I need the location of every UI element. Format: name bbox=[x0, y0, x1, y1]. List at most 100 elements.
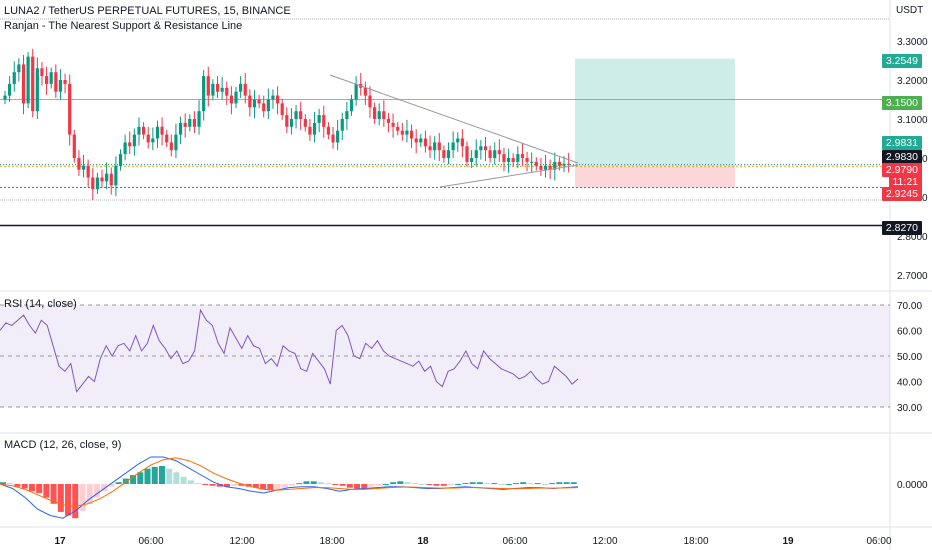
candle bbox=[12, 72, 16, 84]
time-tick: 12:00 bbox=[229, 536, 254, 547]
time-tick: 18 bbox=[417, 536, 429, 547]
candle bbox=[400, 130, 404, 135]
macd-histogram-bar bbox=[158, 466, 165, 484]
candle bbox=[557, 161, 561, 166]
stop-loss-zone bbox=[575, 166, 735, 188]
candle bbox=[77, 158, 81, 170]
candle bbox=[345, 111, 349, 119]
macd-histogram-bar bbox=[180, 476, 187, 484]
macd-histogram-bar bbox=[14, 484, 21, 487]
candle bbox=[382, 111, 386, 119]
candle bbox=[474, 150, 478, 158]
macd-histogram-bar bbox=[556, 482, 563, 484]
candle bbox=[243, 83, 247, 96]
indicator-label[interactable]: Ranjan - The Nearest Support & Resistanc… bbox=[4, 20, 243, 32]
candle bbox=[109, 173, 113, 186]
rsi-tick: 30.00 bbox=[897, 403, 922, 414]
candle bbox=[40, 68, 44, 77]
candle bbox=[3, 95, 7, 100]
macd-histogram-bar bbox=[534, 483, 541, 485]
price-tick: 3.2000 bbox=[897, 76, 928, 87]
rsi-label[interactable]: RSI (14, close) bbox=[4, 298, 77, 310]
candle bbox=[336, 130, 340, 143]
macd-histogram-bar bbox=[397, 481, 404, 484]
macd-histogram-bar bbox=[108, 484, 115, 487]
currency-label: USDT bbox=[896, 5, 924, 16]
candle bbox=[183, 122, 187, 127]
candle bbox=[289, 119, 294, 127]
macd-histogram-bar bbox=[339, 484, 346, 486]
macd-label[interactable]: MACD (12, 26, close, 9) bbox=[4, 439, 122, 451]
candle bbox=[17, 64, 21, 73]
chart-title[interactable]: LUNA2 / TetherUS PERPETUAL FUTURES, 15, … bbox=[4, 5, 291, 17]
candle bbox=[160, 126, 164, 135]
candle bbox=[525, 158, 529, 162]
candle bbox=[488, 150, 492, 158]
candle bbox=[567, 163, 571, 165]
macd-histogram-bar bbox=[50, 484, 57, 504]
candle bbox=[493, 150, 497, 158]
macd-histogram-bar bbox=[245, 484, 252, 487]
trend-line-upper bbox=[329, 74, 579, 164]
macd-histogram-bar bbox=[267, 484, 274, 491]
macd-histogram-bar bbox=[238, 484, 245, 486]
macd-histogram-bar bbox=[484, 483, 491, 485]
time-tick: 12:00 bbox=[592, 536, 617, 547]
candle bbox=[202, 76, 206, 112]
candle bbox=[451, 142, 455, 151]
candle bbox=[299, 111, 303, 119]
macd-histogram-bar bbox=[498, 484, 505, 485]
candle bbox=[100, 177, 104, 182]
candle bbox=[437, 142, 441, 151]
candle bbox=[8, 83, 12, 96]
macd-histogram-bar bbox=[541, 484, 548, 485]
candle bbox=[86, 165, 90, 178]
candle bbox=[419, 138, 423, 143]
candle bbox=[285, 115, 289, 127]
candle bbox=[548, 165, 552, 170]
candle bbox=[155, 126, 160, 139]
support-tag: 2.8270 bbox=[881, 221, 922, 235]
time-axis: 17 06:00 12:00 18:00 18 06:00 12:00 18:00 19 06:0… bbox=[54, 536, 892, 547]
macd-histogram-bar bbox=[260, 484, 267, 490]
macd-histogram-bar bbox=[419, 484, 426, 485]
time-tick: 06:00 bbox=[502, 536, 527, 547]
candle bbox=[483, 146, 488, 151]
high-mark-tag: 2.9831 bbox=[881, 136, 922, 150]
candle bbox=[81, 165, 86, 170]
candle bbox=[21, 64, 26, 104]
candle bbox=[423, 138, 428, 147]
candle bbox=[456, 138, 460, 143]
candle bbox=[220, 87, 224, 92]
macd-histogram-bar bbox=[520, 482, 527, 484]
candle bbox=[35, 68, 39, 112]
candle bbox=[229, 95, 233, 104]
time-tick: 18:00 bbox=[319, 536, 344, 547]
candle bbox=[58, 80, 63, 92]
candle bbox=[391, 122, 395, 127]
time-tick: 17 bbox=[54, 536, 66, 547]
resistance-tag: 3.1500 bbox=[881, 96, 922, 110]
candle bbox=[460, 138, 464, 147]
candle bbox=[248, 95, 252, 108]
macd-histogram-bar bbox=[72, 484, 79, 519]
candle bbox=[539, 165, 543, 170]
macd-histogram-bar bbox=[43, 484, 50, 498]
macd-histogram-bar bbox=[476, 482, 483, 484]
candle bbox=[54, 72, 58, 92]
macd-histogram-bar bbox=[549, 483, 556, 485]
macd-histogram-bar bbox=[93, 484, 100, 498]
candle bbox=[239, 83, 243, 92]
macd-histogram-bar bbox=[310, 481, 317, 484]
candle bbox=[105, 173, 109, 182]
macd-histogram-bar bbox=[21, 484, 28, 489]
candle bbox=[465, 146, 469, 162]
candle bbox=[26, 56, 30, 104]
candle bbox=[470, 158, 474, 162]
candle bbox=[396, 126, 400, 131]
macd-histogram-bar bbox=[346, 484, 353, 488]
macd-histogram-bar bbox=[231, 484, 238, 486]
macd-histogram-bar bbox=[368, 484, 375, 487]
macd-histogram-bar bbox=[195, 483, 202, 485]
